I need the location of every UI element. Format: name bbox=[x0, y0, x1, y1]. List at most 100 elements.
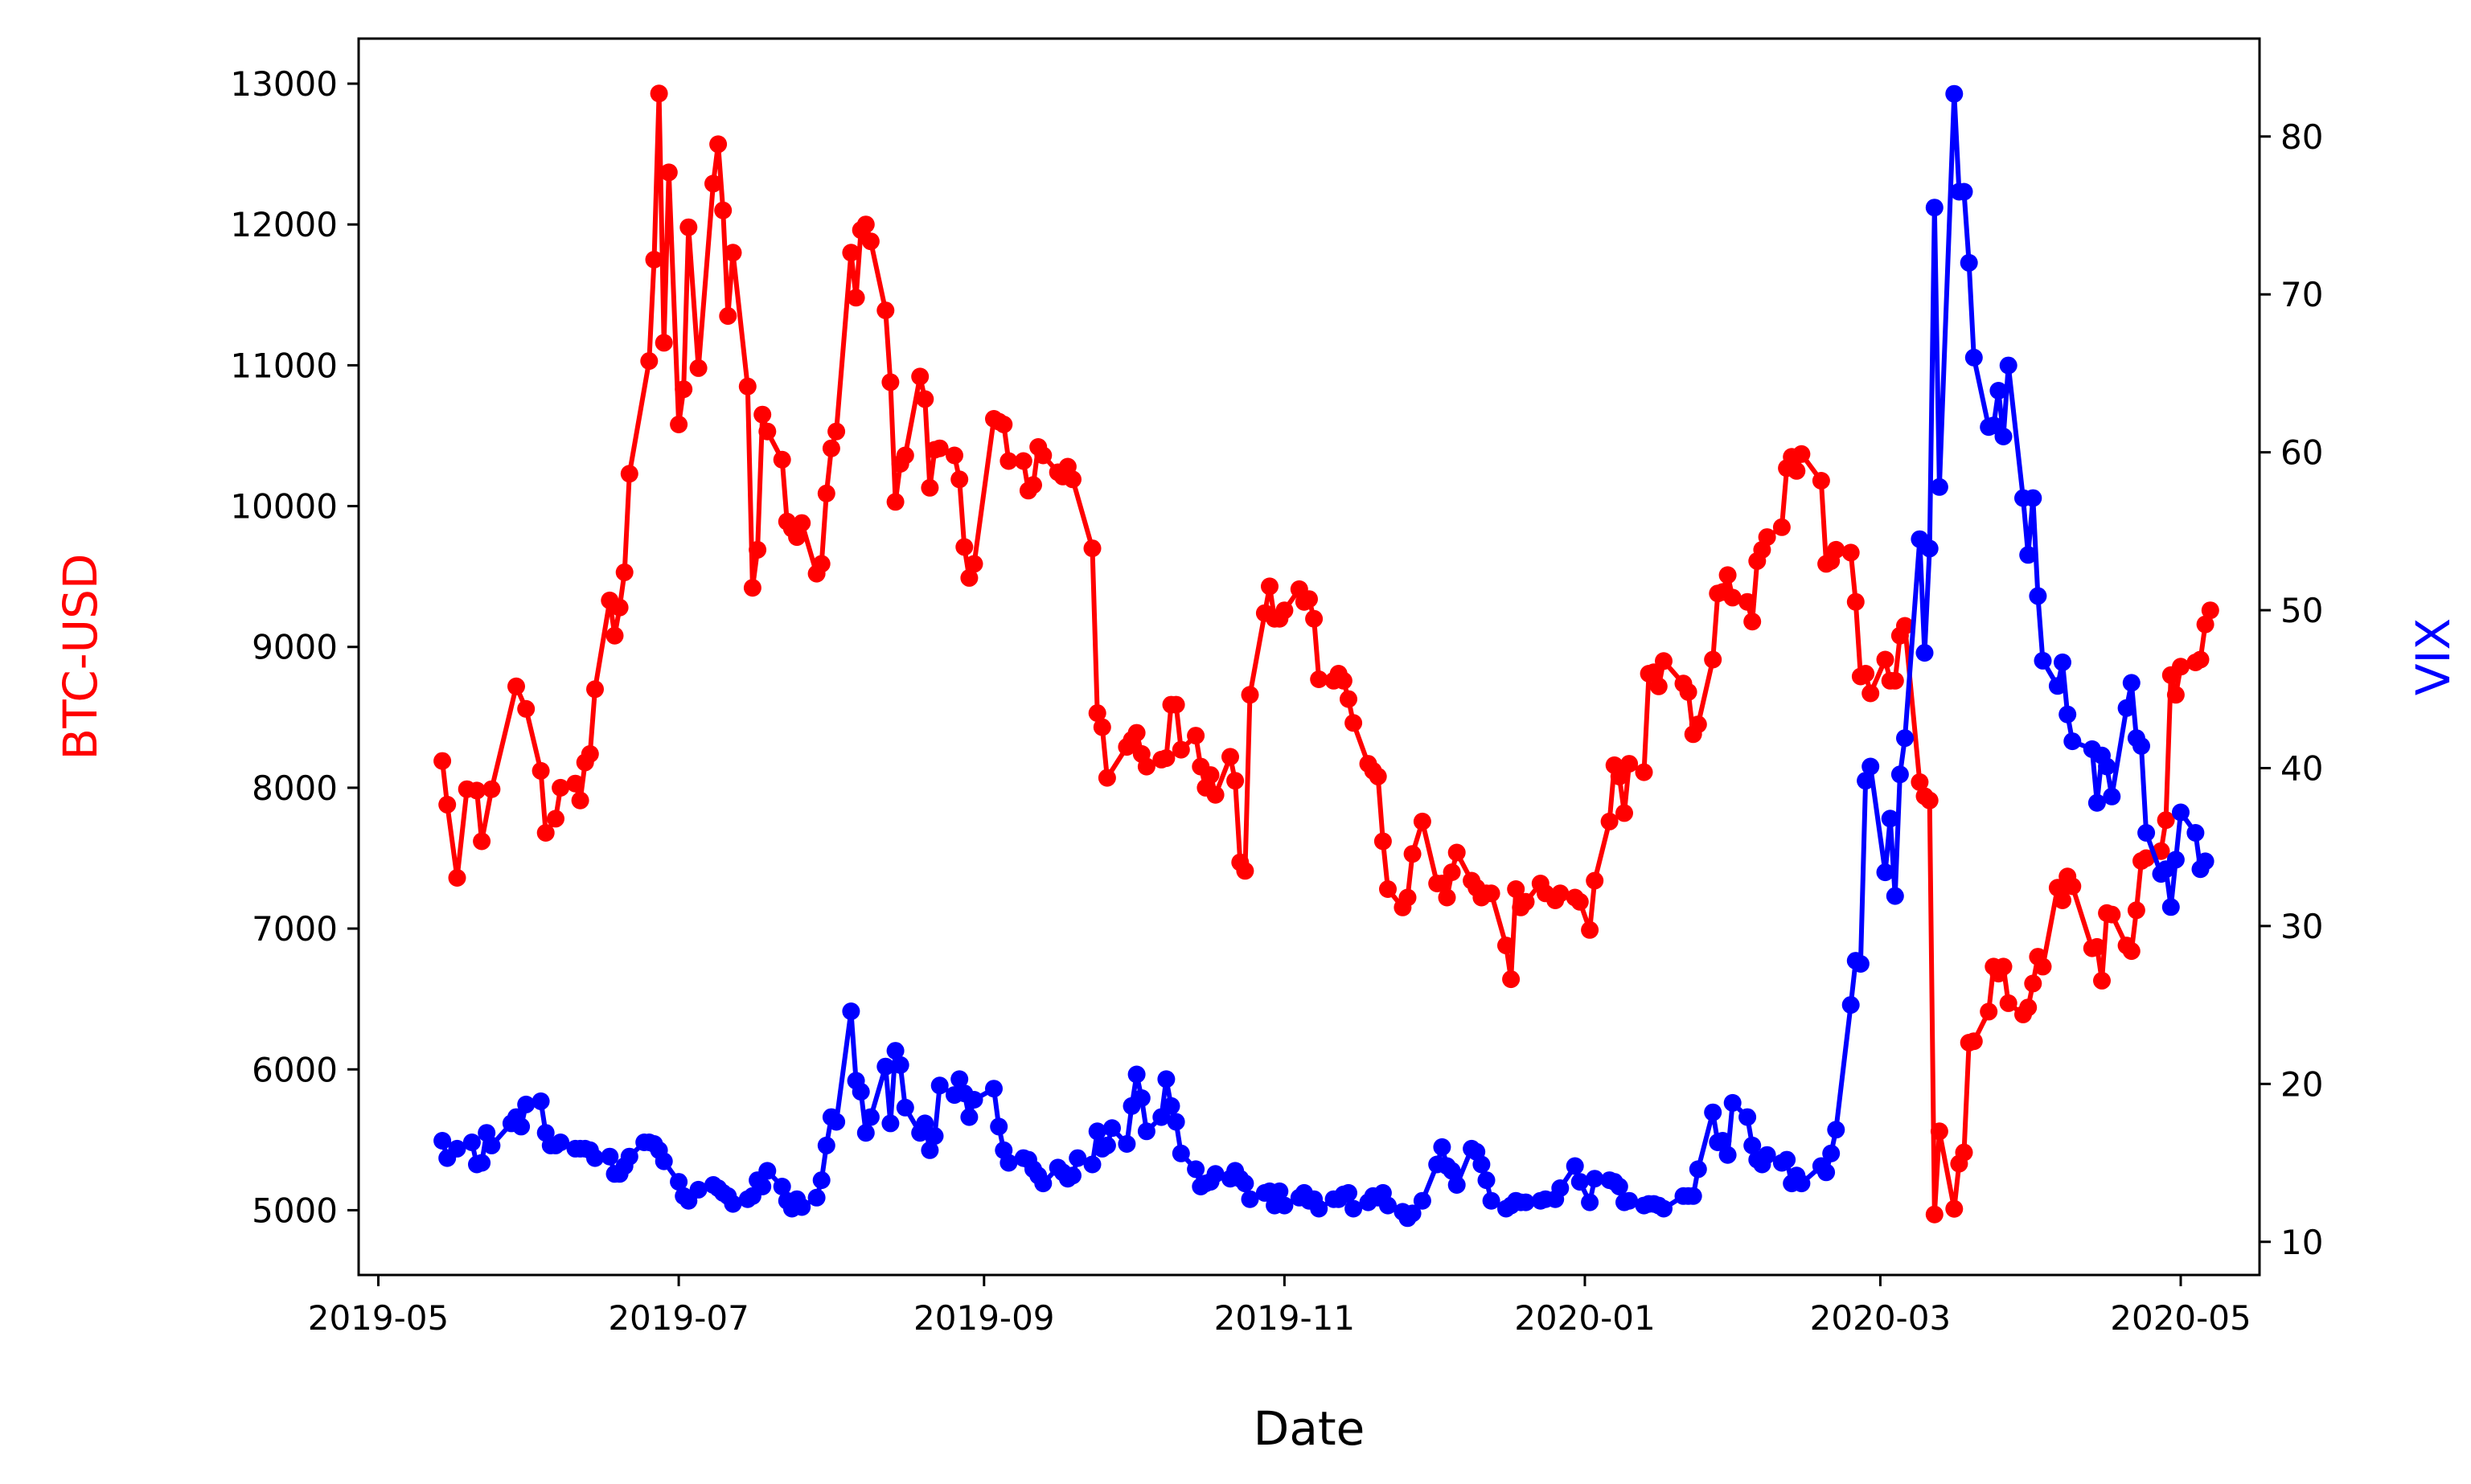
data-point-btc bbox=[2034, 957, 2052, 976]
y-axis-right: 10 20 30 40 50 60 70 80 bbox=[2260, 117, 2323, 1262]
data-point-vix bbox=[960, 1108, 979, 1126]
data-point-vix bbox=[724, 1195, 742, 1213]
data-point-btc bbox=[1896, 617, 1914, 635]
data-point-vix bbox=[1379, 1196, 1397, 1215]
data-point-btc bbox=[571, 791, 589, 810]
data-point-vix bbox=[1433, 1138, 1451, 1156]
data-point-btc bbox=[1517, 892, 1535, 911]
data-point-vix bbox=[1270, 1182, 1289, 1200]
y-right-tick-label: 60 bbox=[2280, 433, 2323, 473]
data-point-btc bbox=[2024, 974, 2042, 993]
data-point-btc bbox=[1340, 690, 1357, 708]
data-point-vix bbox=[1187, 1160, 1205, 1179]
data-point-vix bbox=[812, 1171, 831, 1190]
data-point-btc bbox=[547, 810, 564, 828]
data-point-btc bbox=[886, 493, 905, 511]
data-point-vix bbox=[586, 1149, 604, 1167]
data-point-vix bbox=[1955, 182, 1973, 201]
data-point-vix bbox=[896, 1098, 914, 1117]
data-point-btc bbox=[1398, 888, 1417, 907]
data-point-vix bbox=[1403, 1204, 1422, 1223]
data-point-btc bbox=[911, 367, 930, 386]
data-point-btc bbox=[1334, 671, 1352, 690]
data-point-vix bbox=[2087, 793, 2106, 812]
data-point-btc bbox=[1876, 650, 1894, 669]
data-point-vix bbox=[2029, 587, 2047, 605]
data-point-vix bbox=[1999, 356, 2017, 375]
data-point-vix bbox=[512, 1117, 531, 1136]
data-point-vix bbox=[448, 1139, 466, 1158]
data-point-btc bbox=[822, 439, 840, 457]
y-right-tick-label: 20 bbox=[2280, 1064, 2323, 1104]
data-point-btc bbox=[1920, 791, 1939, 810]
data-point-btc bbox=[1373, 832, 1392, 851]
data-point-btc bbox=[2201, 601, 2219, 620]
y-right-tick-label: 50 bbox=[2280, 591, 2323, 630]
data-point-vix bbox=[807, 1188, 826, 1207]
data-point-vix bbox=[965, 1091, 983, 1109]
x-tick-label: 2019-05 bbox=[308, 1298, 449, 1338]
data-point-btc bbox=[847, 289, 865, 307]
data-point-btc bbox=[960, 568, 979, 587]
data-point-vix bbox=[655, 1152, 673, 1170]
data-point-btc bbox=[930, 439, 949, 457]
y-axis-right-title: VIX bbox=[2406, 618, 2461, 696]
data-point-btc bbox=[1241, 686, 1259, 704]
data-point-vix bbox=[1960, 253, 1978, 272]
data-point-btc bbox=[1655, 652, 1673, 670]
data-point-vix bbox=[1118, 1135, 1136, 1153]
x-axis: 2019-05 2019-07 2019-09 2019-11 2020-01 2020-… bbox=[308, 1275, 2251, 1338]
data-point-vix bbox=[1620, 1191, 1639, 1210]
x-tick-label: 2019-07 bbox=[608, 1298, 749, 1338]
data-point-btc bbox=[1743, 613, 1762, 631]
data-point-btc bbox=[2103, 905, 2121, 924]
data-point-vix bbox=[482, 1136, 501, 1154]
data-point-btc bbox=[1857, 665, 1875, 683]
data-point-btc bbox=[655, 334, 673, 352]
data-point-btc bbox=[1201, 766, 1220, 785]
data-point-btc bbox=[921, 478, 939, 497]
data-point-btc bbox=[2127, 901, 2145, 920]
series-vix bbox=[433, 84, 2214, 1228]
data-point-btc bbox=[1379, 880, 1397, 898]
data-point-btc bbox=[1925, 1205, 1944, 1224]
data-point-vix bbox=[1137, 1122, 1155, 1141]
data-point-btc bbox=[2054, 892, 2071, 909]
data-point-btc bbox=[1305, 609, 1324, 628]
y-left-tick-label: 12000 bbox=[230, 205, 338, 244]
y-left-tick-label: 11000 bbox=[230, 346, 338, 385]
data-point-btc bbox=[861, 232, 880, 251]
x-axis-title: Date bbox=[1254, 1401, 1365, 1456]
data-point-vix bbox=[926, 1127, 944, 1146]
data-point-btc bbox=[995, 416, 1013, 433]
data-point-btc bbox=[1443, 863, 1461, 881]
data-point-btc bbox=[1369, 767, 1387, 785]
data-point-vix bbox=[2034, 651, 2052, 670]
data-point-btc bbox=[714, 201, 733, 219]
data-point-vix bbox=[1827, 1121, 1845, 1139]
data-point-vix bbox=[2161, 898, 2180, 916]
y-right-tick-label: 40 bbox=[2280, 748, 2323, 788]
data-point-vix bbox=[1851, 955, 1870, 973]
data-point-vix bbox=[1586, 1170, 1604, 1188]
data-point-vix bbox=[852, 1083, 870, 1101]
data-point-vix bbox=[552, 1133, 570, 1151]
data-point-vix bbox=[1413, 1191, 1431, 1210]
data-point-btc bbox=[566, 774, 585, 793]
y-left-tick-label: 7000 bbox=[252, 909, 338, 949]
data-point-btc bbox=[552, 778, 570, 797]
data-point-vix bbox=[2122, 674, 2141, 692]
data-point-btc bbox=[704, 174, 722, 193]
data-point-btc bbox=[719, 307, 737, 326]
data-point-btc bbox=[1482, 884, 1500, 903]
data-point-btc bbox=[615, 563, 634, 581]
data-point-vix bbox=[1236, 1174, 1254, 1193]
data-point-btc bbox=[1413, 812, 1431, 830]
data-point-btc bbox=[1226, 772, 1245, 790]
data-point-vix bbox=[1989, 382, 2008, 400]
data-point-vix bbox=[1482, 1191, 1500, 1210]
data-point-btc bbox=[1679, 683, 1697, 701]
data-point-btc bbox=[1738, 592, 1757, 611]
y-left-tick-label: 10000 bbox=[230, 487, 338, 527]
data-point-btc bbox=[670, 416, 688, 433]
